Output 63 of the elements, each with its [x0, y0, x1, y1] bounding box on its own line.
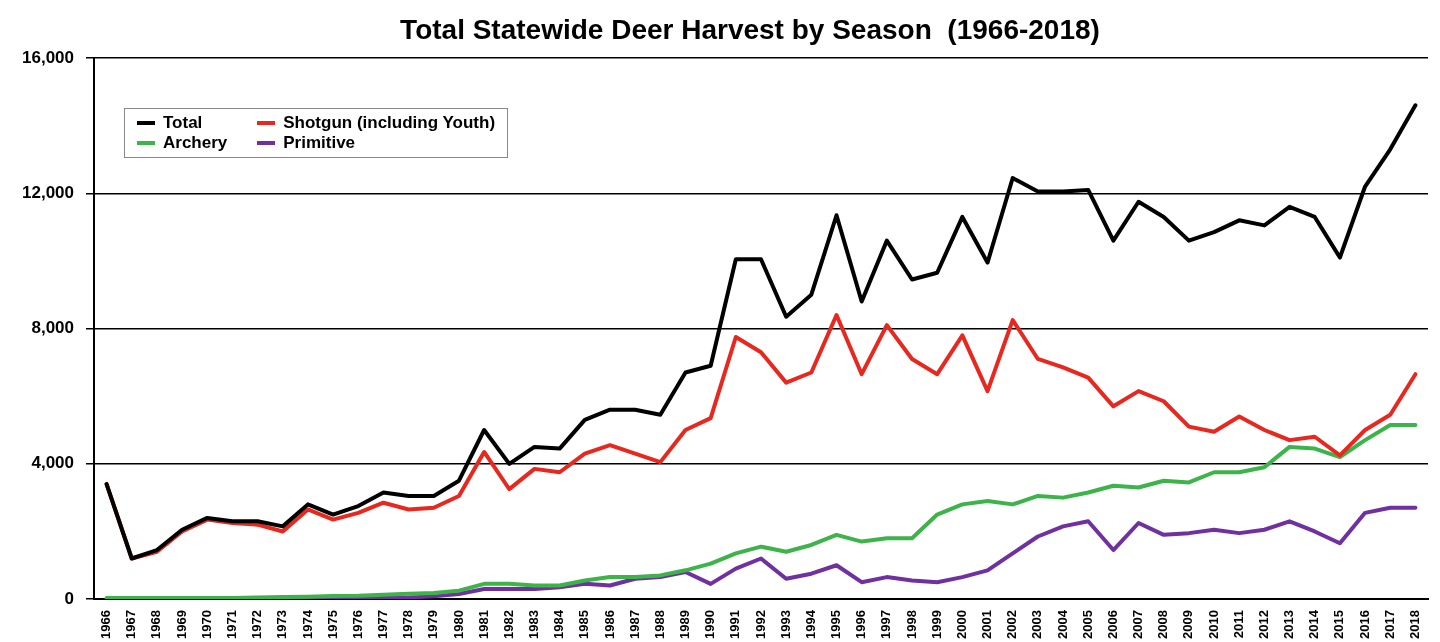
x-tick-label: 2018: [1406, 610, 1422, 639]
x-tick-label: 1980: [450, 610, 466, 639]
legend-label: Archery: [162, 133, 228, 153]
x-tick-label: 2008: [1155, 610, 1171, 639]
legend-label: Total: [162, 113, 203, 133]
y-tick-label: 0: [64, 588, 74, 608]
x-tick-label: 1979: [425, 610, 441, 639]
x-tick-label: 1995: [828, 610, 844, 639]
x-tick-label: 1968: [148, 610, 164, 639]
x-tick-label: 2012: [1255, 610, 1271, 639]
x-tick-label: 2014: [1306, 609, 1322, 639]
x-tick-label: 2016: [1356, 610, 1372, 639]
legend-label: Shotgun (including Youth): [283, 113, 496, 133]
x-tick-label: 1987: [626, 610, 642, 639]
x-tick-label: 1986: [601, 610, 617, 639]
x-tick-label: 1981: [475, 610, 491, 639]
x-tick-label: 1990: [702, 610, 718, 639]
x-tick-label: 2017: [1381, 610, 1397, 639]
x-tick-label: 2005: [1079, 610, 1095, 639]
y-tick-label: 12,000: [22, 182, 74, 202]
x-tick-label: 2013: [1281, 610, 1297, 639]
x-tick-label: 1985: [576, 610, 592, 639]
x-tick-label: 1993: [777, 610, 793, 639]
x-tick-label: 1975: [324, 610, 340, 639]
x-tick-label: 1992: [752, 610, 768, 639]
x-tick-label: 2002: [1004, 610, 1020, 639]
x-tick-label: 1972: [249, 610, 265, 639]
x-tick-label: 1982: [500, 610, 516, 639]
x-tick-label: 2003: [1029, 610, 1045, 639]
x-tick-label: 1978: [400, 610, 416, 639]
x-tick-label: 1973: [274, 610, 290, 639]
y-tick-label: 16,000: [22, 47, 74, 67]
x-tick-label: 2010: [1205, 610, 1221, 639]
x-tick-label: 1991: [727, 610, 743, 639]
chart-title: Total Statewide Deer Harvest by Season (1966-2018): [399, 14, 1101, 46]
x-tick-label: 1996: [853, 610, 869, 639]
y-tick-label: 4,000: [31, 453, 74, 473]
x-tick-label: 2007: [1130, 610, 1146, 639]
x-tick-label: 2004: [1054, 609, 1070, 639]
x-tick-label: 1966: [98, 610, 114, 639]
x-tick-label: 1971: [224, 610, 240, 639]
x-tick-label: 2011: [1230, 610, 1246, 639]
x-tick-label: 2001: [979, 610, 995, 639]
x-tick-label: 1970: [198, 610, 214, 639]
x-tick-label: 1984: [551, 609, 567, 639]
x-tick-label: 1977: [375, 610, 391, 639]
x-tick-label: 1988: [651, 610, 667, 639]
y-tick-label: 8,000: [31, 318, 74, 338]
x-tick-label: 1967: [123, 610, 139, 639]
x-tick-label: 1997: [878, 610, 894, 639]
x-tick-label: 1969: [173, 610, 189, 639]
x-tick-label: 2006: [1104, 610, 1120, 639]
x-tick-label: 1989: [677, 610, 693, 639]
legend-label: Primitive: [283, 133, 356, 153]
x-tick-label: 2000: [953, 610, 969, 639]
x-tick-label: 1983: [526, 610, 542, 639]
x-tick-label: 1998: [903, 610, 919, 639]
x-tick-label: 1976: [349, 610, 365, 639]
x-tick-label: 2015: [1331, 610, 1347, 639]
x-tick-label: 1994: [802, 609, 818, 639]
x-tick-label: 1999: [928, 610, 944, 639]
x-tick-label: 2009: [1180, 610, 1196, 639]
x-tick-label: 1974: [299, 609, 315, 639]
